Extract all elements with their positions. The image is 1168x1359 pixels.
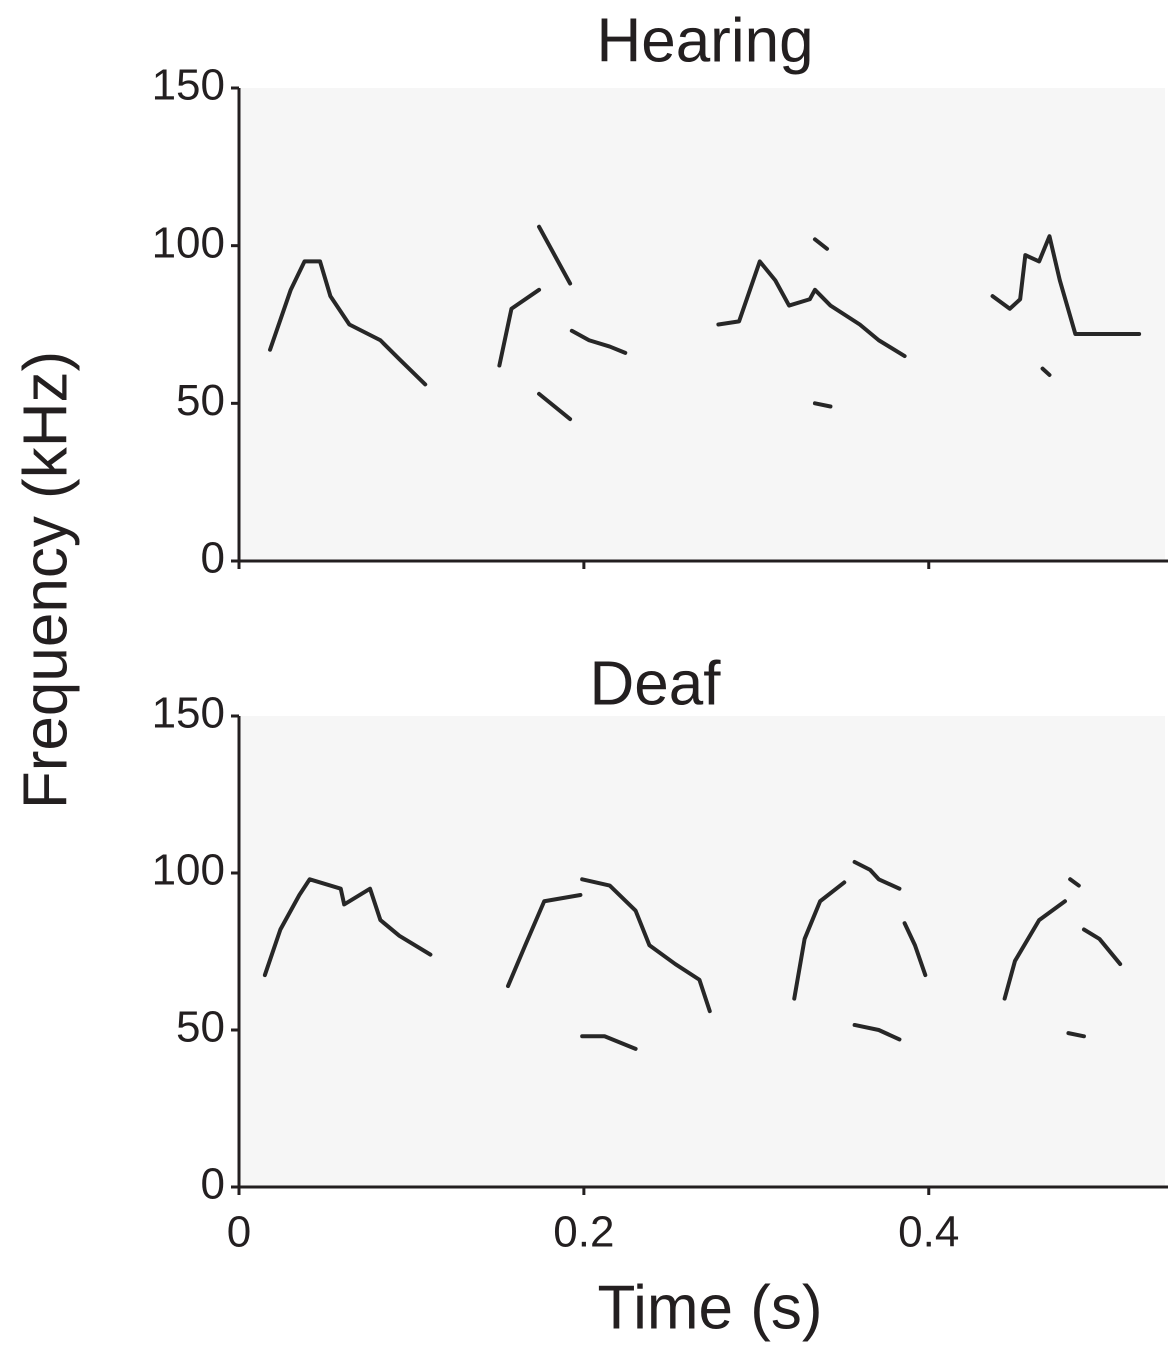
spectral-trace [1002,899,1067,1001]
spectral-trace [580,877,712,1014]
plot-background [239,88,1165,561]
x-tick-label: 0.2 [553,1208,614,1257]
y-tick-label: 100 [152,846,225,895]
spectral-trace [506,892,583,989]
spectral-trace [1081,927,1123,967]
spectral-trace [812,401,833,409]
spectral-trace [537,224,573,286]
x-tick-label: 0.4 [898,1208,959,1257]
spectral-trace [716,259,907,359]
y-tick-label: 0 [201,1160,225,1209]
spectral-trace [812,237,830,251]
spectral-trace [262,877,433,978]
y-tick-label: 0 [201,534,225,583]
spectral-trace [1066,1031,1086,1039]
x-tick-label: 0 [227,1208,251,1257]
panel-title: Deaf [590,649,722,718]
spectral-trace [990,234,1142,336]
spectral-trace [1068,877,1081,888]
y-tick-label: 150 [152,61,225,110]
plot-background [239,716,1165,1187]
y-tick-label: 150 [152,689,225,738]
spectral-trace [497,287,542,368]
y-tick-label: 100 [152,218,225,267]
y-tick-label: 50 [176,1003,225,1052]
spectral-trace [268,259,428,387]
spectral-trace [852,860,902,891]
panel-title: Hearing [596,6,813,75]
spectral-trace [580,1034,638,1051]
spectral-trace [1040,366,1052,377]
spectral-trace [537,391,573,422]
spectral-trace [852,1022,902,1042]
y-axis-label: Frequency (kHz) [11,351,80,809]
y-tick-label: 50 [176,376,225,425]
spectral-trace [902,921,928,978]
spectral-trace [569,328,628,355]
spectral-trace [792,880,847,1001]
x-axis-label: Time (s) [598,1273,823,1342]
